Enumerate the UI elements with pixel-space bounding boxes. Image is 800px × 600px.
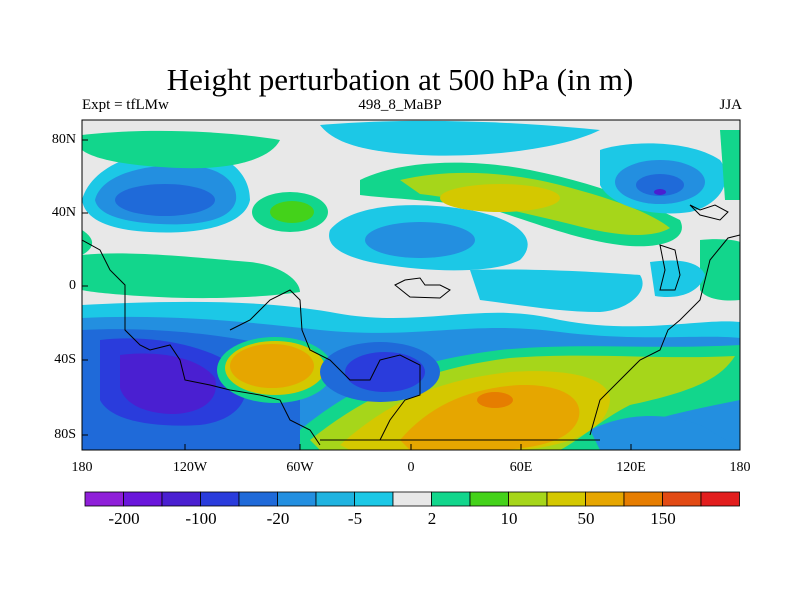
colorbar-box-13	[546, 491, 586, 507]
coastline-south-east	[589, 234, 740, 436]
map-title: Height perturbation at 500 hPa (in m)	[166, 62, 634, 97]
period-label: 498_8_MaBP	[358, 97, 442, 113]
colorbar-box-2	[123, 491, 163, 507]
coastline-central	[394, 277, 451, 299]
colorbar-box-10	[431, 491, 471, 507]
x-label-120w: 120W	[172, 460, 208, 475]
colorbar	[84, 491, 740, 507]
x-label-60e: 60E	[509, 460, 533, 475]
colorbar-box-3	[161, 491, 201, 507]
colorbar-box-17	[700, 491, 740, 507]
contour-atlantic-orange	[230, 344, 314, 388]
contour-north-yellow-core	[440, 184, 560, 212]
colorbar-box-5	[238, 491, 278, 507]
y-label-40s: 40S	[54, 352, 76, 367]
contour-north-east-blue-3	[636, 174, 684, 196]
x-label-0: 0	[407, 460, 415, 475]
colorbar-label-5: 2	[427, 509, 437, 528]
x-label-120e: 120E	[616, 460, 646, 475]
coastline-south-america	[82, 239, 321, 446]
colorbar-label-2: -100	[185, 509, 217, 528]
colorbar-box-12	[508, 491, 548, 507]
contour-tropical-cyan-east	[650, 260, 705, 298]
axis-ticks	[82, 139, 632, 450]
colorbar-label-4: -5	[347, 509, 363, 528]
contour-tropical-green	[82, 253, 300, 299]
coastline-arctic	[689, 204, 729, 221]
colorbar-label-3: -20	[266, 509, 290, 528]
colorbar-label-1: -200	[108, 509, 140, 528]
x-label-180-east: 180	[729, 460, 751, 475]
contour-south-orange	[400, 384, 580, 450]
x-label-60w: 60W	[286, 460, 314, 475]
y-label-40n: 40N	[51, 205, 76, 220]
colorbar-box-15	[623, 491, 663, 507]
contour-north-cyan-top	[82, 130, 280, 169]
contour-south-central-darkblue	[345, 352, 425, 392]
contour-north-green-core	[270, 201, 314, 223]
contour-north-east-edge	[720, 130, 740, 200]
contour-tropical-blue	[470, 269, 643, 312]
colorbar-box-4	[200, 491, 240, 507]
experiment-label: Expt = tfLMw	[82, 97, 169, 113]
coastline-north-east	[659, 244, 681, 291]
y-label-80n: 80N	[51, 132, 76, 147]
contour-south-blue-tail	[590, 415, 740, 450]
colorbar-box-6	[277, 491, 317, 507]
colorbar-box-11	[469, 491, 509, 507]
colorbar-box-14	[585, 491, 625, 507]
colorbar-box-9	[392, 491, 432, 507]
season-label: JJA	[719, 97, 742, 113]
contour-north-east-indigo	[654, 189, 666, 195]
colorbar-label-8: 150	[650, 509, 676, 528]
contour-tropical-green-east	[700, 239, 740, 301]
y-label-80s: 80S	[54, 427, 76, 442]
x-label-180-west: 180	[71, 460, 93, 475]
coastline-africa	[229, 289, 421, 441]
contour-north-central-blue-2	[365, 222, 475, 258]
colorbar-box-8	[354, 491, 394, 507]
y-label-0: 0	[69, 278, 76, 293]
colorbar-label-7: 50	[577, 509, 595, 528]
colorbar-box-1	[84, 491, 124, 507]
contour-north-blue-left-3	[115, 184, 215, 216]
map-field	[82, 120, 740, 450]
colorbar-box-16	[662, 491, 702, 507]
contour-south-peak	[477, 392, 513, 408]
contour-south-indigo	[120, 353, 216, 414]
contour-north-arctic-blue	[320, 120, 600, 156]
coastlines	[82, 204, 740, 446]
colorbar-box-7	[315, 491, 355, 507]
colorbar-label-6: 10	[500, 509, 518, 528]
